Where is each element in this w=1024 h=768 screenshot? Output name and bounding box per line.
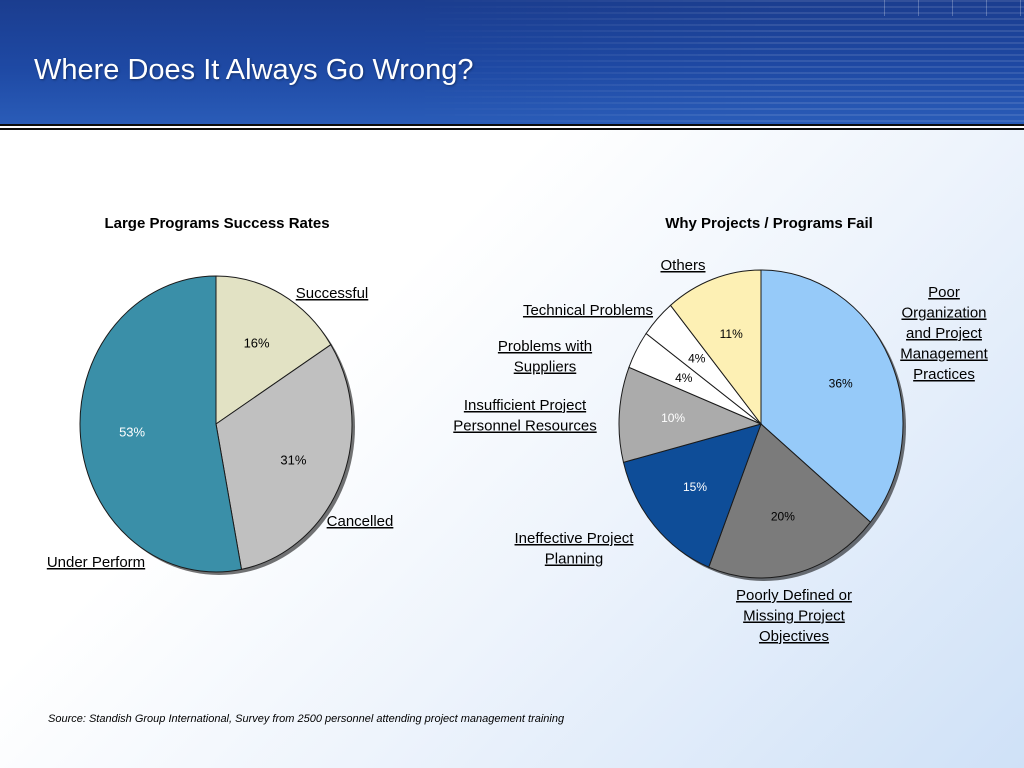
slice-value-label: 53% xyxy=(119,425,145,440)
slice-value-label: 10% xyxy=(661,411,685,425)
slice-category-label: Insufficient Project Personnel Resources xyxy=(453,397,596,435)
slice-value-label: 15% xyxy=(683,480,707,494)
slice-category-label: Technical Problems xyxy=(523,302,653,319)
pie-slice-others xyxy=(669,269,762,426)
title-banner: Where Does It Always Go Wrong? xyxy=(0,0,1024,124)
header-divider xyxy=(0,124,1024,130)
slice-category-label: Poorly Defined or Missing Project Objectiv… xyxy=(736,587,852,645)
slice-category-label: Under Perform xyxy=(47,554,145,571)
slice-value-label: 11% xyxy=(720,327,743,341)
success-rates-title: Large Programs Success Rates xyxy=(104,215,329,232)
slide-title: Where Does It Always Go Wrong? xyxy=(34,54,474,86)
pie-slice-ineffective-project-planning xyxy=(622,423,762,568)
slice-value-label: 31% xyxy=(280,452,306,467)
fail-reasons-pie: 36% 20% 15% 10% 4% 4% 11% Poor Organization and P… xyxy=(453,257,988,645)
pie-slice-insufficient-project-personnel-resources xyxy=(618,366,763,463)
slice-value-label: 4% xyxy=(675,371,693,385)
slice-category-label: Ineffective Project Planning xyxy=(515,530,635,568)
slice-value-label: 16% xyxy=(244,336,270,351)
slice-value-label: 36% xyxy=(829,376,853,390)
pie-slice-poor-organization-and-project-management-practices xyxy=(760,269,904,523)
source-note: Source: Standish Group International, Su… xyxy=(48,713,565,725)
fail-reasons-title: Why Projects / Programs Fail xyxy=(665,215,873,232)
slice-category-label: Others xyxy=(660,257,705,274)
slice-category-label: Poor Organization and Project Management Pra… xyxy=(900,284,988,383)
pie-slice-under-perform xyxy=(79,275,243,573)
pie-slice-cancelled xyxy=(215,343,353,570)
pie-slice-successful xyxy=(215,275,332,425)
slice-category-label: Cancelled xyxy=(327,513,394,530)
pie-slice-poorly-defined-or-missing-project-objectives xyxy=(708,423,872,579)
banner-stripes xyxy=(404,0,1024,124)
slice-category-label: Problems with Suppliers xyxy=(498,338,592,376)
slice-category-label: Successful xyxy=(296,285,369,302)
banner-grid-decoration xyxy=(884,0,1024,16)
slice-value-label: 20% xyxy=(771,510,795,524)
success-rates-chart: Large Programs Success Rates 16% 31% 53% Su… xyxy=(47,215,394,575)
success-rates-pie: 16% 31% 53% Successful Cancelled Under Perfor… xyxy=(47,275,394,575)
fail-reasons-chart: Why Projects / Programs Fail 36% 20% 15% 10… xyxy=(453,215,988,645)
slice-value-label: 4% xyxy=(688,352,706,366)
